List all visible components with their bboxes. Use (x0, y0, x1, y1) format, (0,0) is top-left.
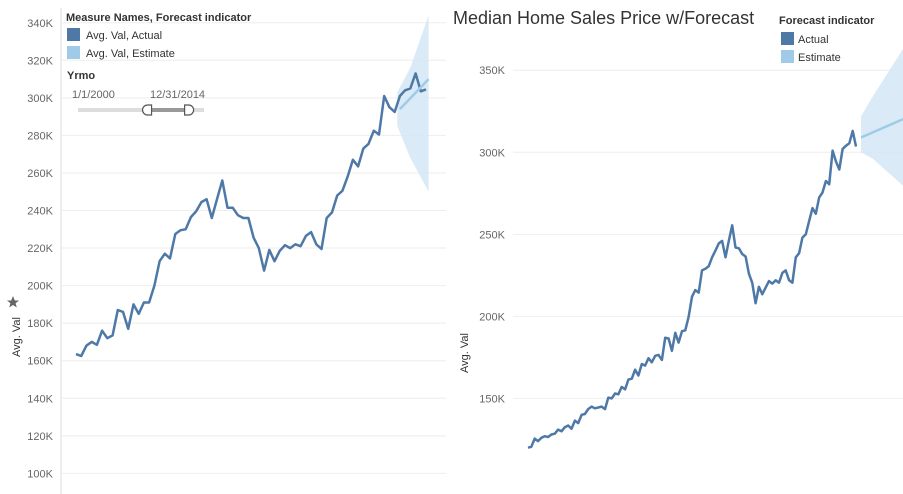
yrmo-end-label: 12/31/2014 (150, 89, 205, 101)
lc-y-tick-label: 180K (27, 318, 53, 330)
yrmo-slider-end-handle[interactable] (184, 104, 195, 116)
right-legend: Forecast indicator Actual Estimate (779, 15, 875, 64)
pin-icon[interactable] (7, 296, 19, 308)
yrmo-slider-start-handle[interactable] (142, 104, 153, 116)
left-legend-title: Measure Names, Forecast indicator (66, 12, 252, 24)
left-legend-label-actual: Avg. Val, Actual (86, 30, 162, 42)
right-legend-item-estimate[interactable]: Estimate (781, 50, 841, 64)
right-legend-title: Forecast indicator (779, 15, 875, 27)
right-chart-title: Median Home Sales Price w/Forecast (453, 8, 754, 28)
rc-y-tick-label: 150K (479, 393, 505, 405)
lc-y-tick-label: 160K (27, 356, 53, 368)
left-estimate-line (398, 78, 430, 110)
left-legend-swatch-estimate (67, 46, 80, 59)
lc-y-tick-label: 260K (27, 168, 53, 180)
lc-y-tick-label: 200K (27, 281, 53, 293)
left-legend-swatch-actual (67, 28, 80, 41)
rc-y-tick-label: 300K (479, 147, 505, 159)
right-legend-label-actual: Actual (798, 34, 829, 46)
rc-y-tick-label: 350K (479, 65, 505, 77)
rc-y-tick-label: 250K (479, 229, 505, 241)
lc-y-tick-label: 240K (27, 206, 53, 218)
yrmo-filter: Yrmo 1/1/2000 12/31/2014 (67, 70, 205, 116)
left-legend-item-estimate[interactable]: Avg. Val, Estimate (67, 46, 175, 60)
yrmo-filter-title: Yrmo (67, 70, 95, 82)
right-legend-swatch-actual (781, 32, 794, 45)
lc-y-tick-label: 120K (27, 431, 53, 443)
right-y-axis-title: Avg. Val (459, 333, 471, 373)
right-legend-item-actual[interactable]: Actual (781, 32, 829, 46)
lc-y-tick-label: 280K (27, 130, 53, 142)
left-legend-item-actual[interactable]: Avg. Val, Actual (67, 28, 162, 42)
yrmo-slider-track[interactable] (78, 108, 204, 112)
lc-y-tick-label: 100K (27, 468, 53, 480)
yrmo-slider-range (148, 108, 188, 112)
right-legend-swatch-estimate (781, 50, 794, 63)
left-actual-line (75, 72, 427, 358)
right-legend-label-estimate: Estimate (798, 52, 841, 64)
lc-y-tick-label: 320K (27, 55, 53, 67)
left-y-axis-title: Avg. Val (11, 317, 23, 357)
left-chart: 100K 120K 140K 160K 180K 200K 220K 240K 260K 280K… (7, 8, 446, 494)
left-legend: Measure Names, Forecast indicator Avg. V… (66, 12, 252, 60)
lc-y-tick-label: 220K (27, 243, 53, 255)
right-estimate-line (860, 117, 903, 139)
lc-y-tick-label: 300K (27, 93, 53, 105)
right-forecast-band (861, 49, 903, 186)
lc-y-tick-label: 140K (27, 393, 53, 405)
left-legend-label-estimate: Avg. Val, Estimate (86, 48, 175, 60)
rc-y-tick-label: 200K (479, 311, 505, 323)
lc-y-tick-label: 340K (27, 18, 53, 30)
yrmo-start-label: 1/1/2000 (72, 89, 115, 101)
left-forecast-band (397, 15, 429, 192)
right-chart: 150K 200K 250K 300K 350K Median Home Sales P… (453, 8, 903, 449)
right-actual-line (527, 129, 858, 449)
